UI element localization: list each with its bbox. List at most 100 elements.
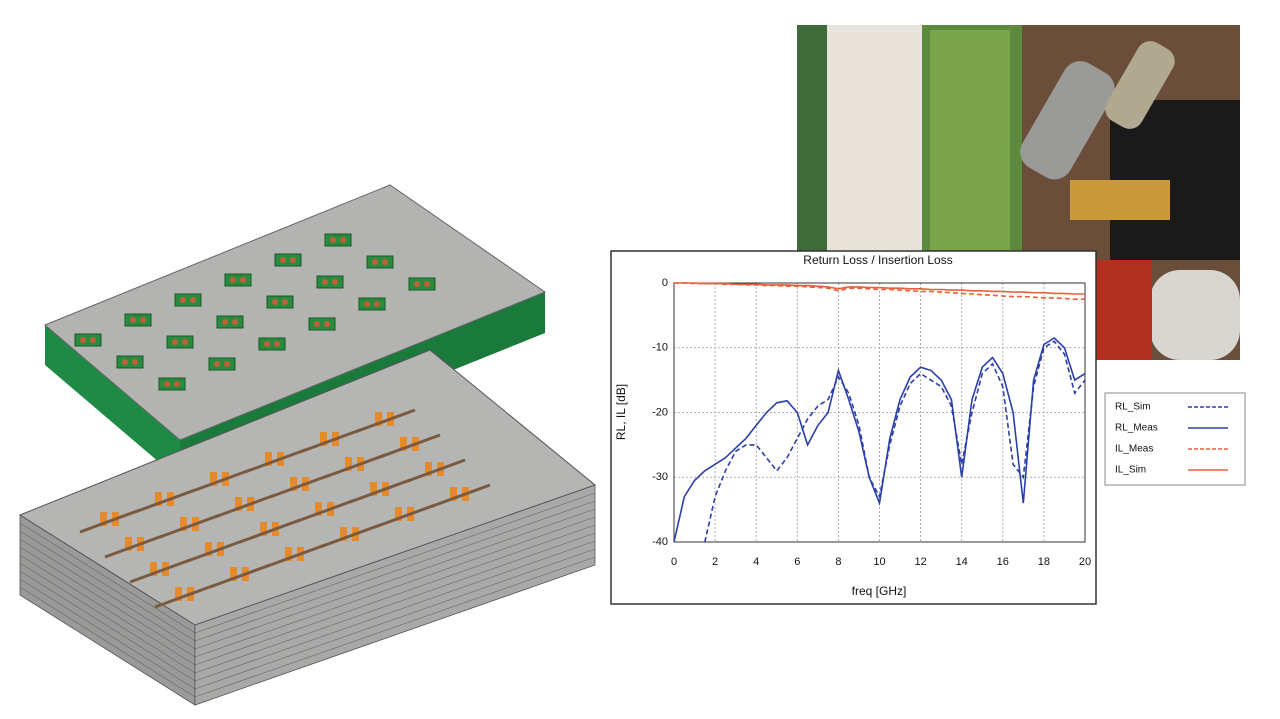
pad [158, 377, 186, 391]
pad [366, 255, 394, 269]
component [370, 482, 377, 496]
component [400, 437, 407, 451]
trace [264, 543, 326, 569]
chart-frame [610, 250, 1097, 605]
component [285, 547, 292, 561]
layer-edge [194, 508, 596, 650]
layer-edge [19, 538, 196, 650]
pad [74, 333, 102, 347]
via [132, 359, 138, 365]
via [214, 361, 220, 367]
layer-edge [19, 546, 196, 658]
x-tick-label: 8 [835, 556, 841, 568]
via [80, 337, 86, 343]
layer-edge [194, 516, 596, 658]
layer-edge [19, 562, 196, 674]
component [210, 472, 217, 486]
x-tick-label: 4 [753, 556, 759, 568]
via [290, 257, 296, 263]
via [164, 381, 170, 387]
component [205, 542, 212, 556]
trace [189, 468, 251, 494]
component [395, 507, 402, 521]
via [374, 301, 380, 307]
trace [294, 498, 356, 524]
layer-edge [19, 570, 196, 682]
trace [184, 538, 246, 564]
trace [319, 523, 381, 549]
component [230, 567, 237, 581]
pad [324, 233, 352, 247]
y-tick-label: -20 [652, 406, 668, 418]
component [340, 527, 347, 541]
series-line [674, 282, 1085, 295]
trace [244, 448, 306, 474]
pad [274, 253, 302, 267]
x-tick-label: 10 [873, 556, 885, 568]
legend-label: RL_Sim [1115, 402, 1151, 413]
trace [209, 563, 271, 589]
via [272, 299, 278, 305]
series-line [673, 336, 1086, 543]
via [372, 259, 378, 265]
pad [116, 355, 144, 369]
via [424, 281, 430, 287]
via [264, 341, 270, 347]
component [100, 512, 107, 526]
x-tick-label: 20 [1079, 556, 1091, 568]
via [282, 299, 288, 305]
via [230, 277, 236, 283]
via [224, 361, 230, 367]
pad [266, 295, 294, 309]
x-tick-label: 18 [1038, 556, 1050, 568]
trace [379, 433, 441, 459]
series-line [704, 340, 1086, 543]
x-tick-label: 2 [712, 556, 718, 568]
pad [224, 273, 252, 287]
y-axis-label: RL, IL [dB] [614, 384, 628, 440]
via [274, 341, 280, 347]
via [324, 321, 330, 327]
legend-label: RL_Meas [1115, 423, 1158, 434]
layer-edge [194, 540, 596, 682]
via [332, 279, 338, 285]
layer-edge [194, 500, 596, 642]
chart-title: Return Loss / Insertion Loss [803, 253, 952, 267]
via [364, 301, 370, 307]
component [265, 452, 272, 466]
x-tick-label: 14 [956, 556, 968, 568]
y-tick-label: -30 [652, 471, 668, 483]
via [90, 337, 96, 343]
trace [134, 488, 196, 514]
via [280, 257, 286, 263]
x-axis-label: freq [GHz] [852, 584, 907, 598]
pad [174, 293, 202, 307]
via [122, 359, 128, 365]
y-tick-label: -40 [652, 536, 668, 548]
x-tick-label: 16 [997, 556, 1009, 568]
pad [316, 275, 344, 289]
layer-edge [194, 524, 596, 666]
via [174, 381, 180, 387]
pad [308, 317, 336, 331]
trace [354, 408, 416, 434]
component [450, 487, 457, 501]
via [130, 317, 136, 323]
component [180, 517, 187, 531]
component [155, 492, 162, 506]
x-tick-label: 12 [914, 556, 926, 568]
layer-edge [19, 554, 196, 666]
x-tick-label: 0 [671, 556, 677, 568]
component [235, 497, 242, 511]
layer-edge [194, 548, 596, 690]
y-tick-label: -10 [652, 342, 668, 354]
trace [349, 478, 411, 504]
trace [154, 583, 216, 609]
component [125, 537, 132, 551]
trace [374, 503, 436, 529]
legend-label: IL_Meas [1115, 444, 1153, 455]
via [182, 339, 188, 345]
plot-area [673, 282, 1086, 543]
y-tick-label: 0 [662, 277, 668, 289]
